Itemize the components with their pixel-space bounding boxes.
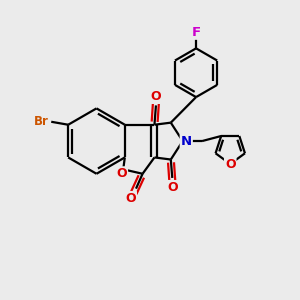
Text: F: F [191, 26, 201, 39]
Text: O: O [225, 158, 236, 171]
Text: O: O [125, 192, 136, 205]
Text: Br: Br [34, 115, 49, 128]
Text: O: O [116, 167, 127, 180]
Text: O: O [151, 90, 161, 103]
Text: O: O [167, 181, 178, 194]
Text: N: N [181, 135, 192, 148]
